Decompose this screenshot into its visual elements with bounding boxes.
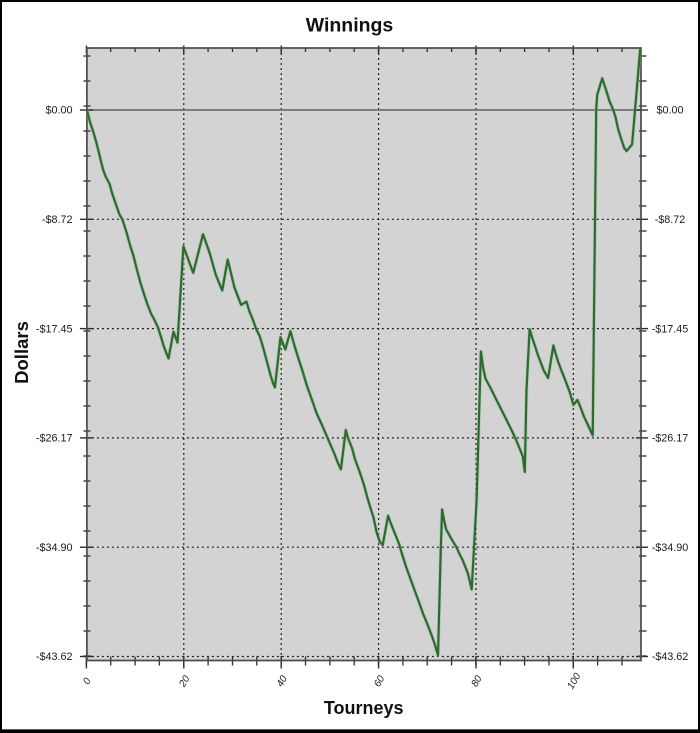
svg-text:20: 20 — [177, 674, 193, 690]
svg-text:-$26.17: -$26.17 — [36, 433, 73, 445]
svg-text:-$43.62: -$43.62 — [36, 651, 73, 663]
svg-text:-$8.72: -$8.72 — [655, 214, 686, 226]
svg-text:0: 0 — [81, 676, 94, 687]
svg-text:-$34.90: -$34.90 — [652, 542, 689, 554]
svg-text:-$26.17: -$26.17 — [652, 433, 689, 445]
svg-text:Dollars: Dollars — [11, 321, 32, 384]
svg-text:$0.00: $0.00 — [656, 105, 683, 117]
svg-text:Tourneys: Tourneys — [324, 698, 404, 718]
svg-text:-$34.90: -$34.90 — [36, 542, 73, 554]
svg-text:80: 80 — [470, 674, 485, 690]
svg-text:-$17.45: -$17.45 — [36, 323, 73, 335]
svg-text:Winnings: Winnings — [306, 15, 394, 37]
svg-text:$0.00: $0.00 — [45, 105, 72, 117]
svg-text:-$43.62: -$43.62 — [652, 651, 689, 663]
svg-text:-$8.72: -$8.72 — [42, 214, 73, 226]
svg-text:60: 60 — [372, 674, 387, 690]
svg-text:40: 40 — [275, 674, 290, 690]
svg-text:-$17.45: -$17.45 — [652, 323, 689, 335]
